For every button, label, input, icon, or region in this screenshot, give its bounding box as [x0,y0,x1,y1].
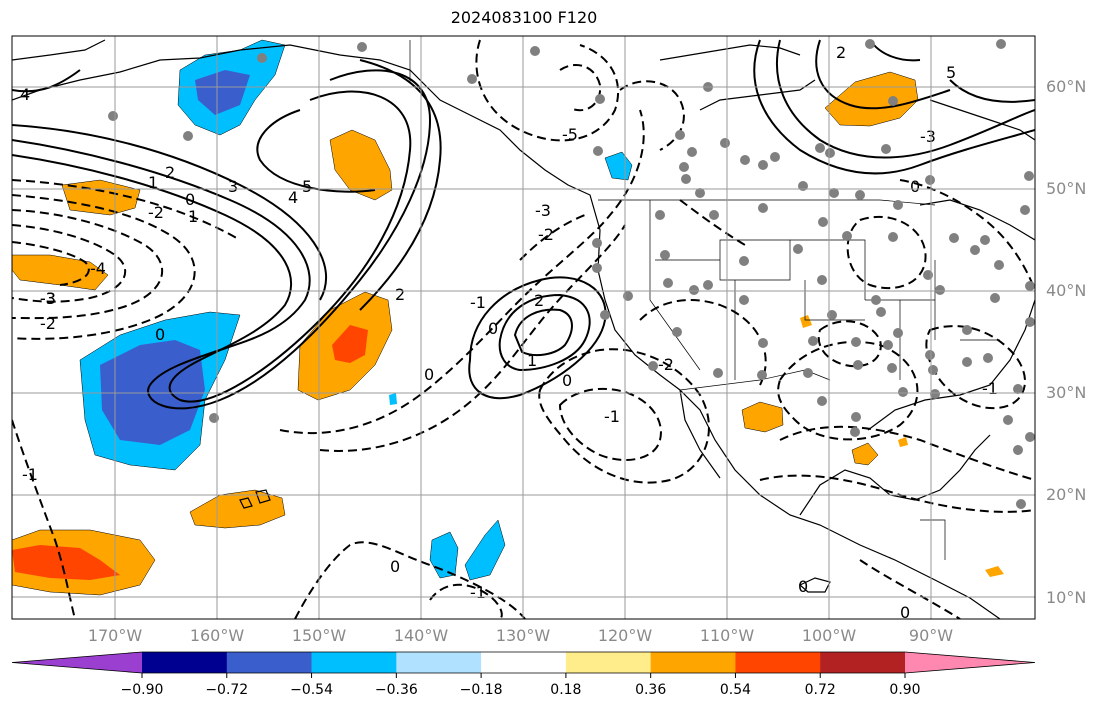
contour-label: -2 [148,203,164,222]
contour-label: 2 [534,291,544,310]
red-anomaly-northeast-pacific [332,325,368,363]
longitude-label: 110°W [699,626,755,645]
dashed-contours [12,39,1035,619]
orange-anomaly-small-3 [985,566,1004,577]
longitude-label: 170°W [87,626,143,645]
latitude-label: 60°N [1046,77,1087,96]
orange-anomaly-gulf-of-alaska [329,129,393,201]
colorbar-segment [735,652,821,673]
colorbar-ticks [141,673,906,678]
contour-label: 0 [910,177,920,196]
contour-label: 5 [946,63,956,82]
contour-label: 0 [424,365,434,384]
colorbar-segment [565,652,652,673]
contour-label: -3 [535,201,551,220]
colorbar-tick-label: −0.54 [290,682,333,698]
contour-label: 5 [302,177,312,196]
contour-label: 1 [148,173,158,192]
orange-anomaly-small-1 [800,315,812,328]
contour-label: 1 [527,351,537,370]
longitude-label: 160°W [189,626,245,645]
contour-label: -1 [470,583,486,602]
map-title: 2024083100 F120 [450,8,598,27]
colorbar-tick-label: 0.72 [804,682,836,698]
orange-anomaly-mexico [741,401,784,433]
contour-label: 0 [488,319,498,338]
contour-label: 2 [836,43,846,62]
colorbar-tick-label: 0.36 [635,682,667,698]
anomaly-shading [12,39,1004,596]
contour-label: 4 [20,85,30,104]
contour-label: -1 [22,465,38,484]
longitude-label: 100°W [801,626,857,645]
contour-label: 2 [165,163,175,182]
colorbar-tick-label: 0.90 [889,682,921,698]
colorbar-tick-label: 0.18 [550,682,582,698]
contour-label: -1 [470,293,486,312]
map-frame [11,35,1036,620]
contour-label: 3 [228,177,238,196]
contour-label: 0 [900,603,910,622]
colorbar-tick-label: −0.18 [459,682,503,698]
contour-label: -2 [40,314,56,333]
colorbar-segment [396,652,482,673]
orange-anomaly-gulf [851,442,879,466]
longitude-label: 150°W [291,626,347,645]
coastlines [12,39,1035,619]
longitude-label: 120°W [597,626,653,645]
longitude-label: 90°W [908,626,954,645]
latitude-label: 30°N [1046,383,1087,402]
longitude-label: 130°W [495,626,551,645]
contour-label: 1 [188,207,198,226]
longitude-label: 140°W [393,626,449,645]
blue-anomaly-aleutian-dark [195,70,250,115]
contour-label: -5 [562,125,578,144]
colorbar-segments [11,651,1036,674]
orange-anomaly-small-2 [898,437,908,447]
blue-anomaly-subtropical-2 [464,519,506,581]
colorbar-extend-max [905,652,1035,673]
colorbar-tick-label: −0.90 [120,682,164,698]
contour-label: -3 [40,289,56,308]
orange-anomaly-hawaii [189,489,286,529]
colorbar-segment [311,652,397,673]
colorbar-segment [142,652,228,673]
contour-label: -1 [604,407,620,426]
latitude-label: 10°N [1046,588,1087,607]
contour-label: 0 [798,577,808,596]
red-anomaly-southwest [12,545,120,580]
orange-anomaly-west-pacific-2 [12,254,109,291]
contour-label: 0 [155,325,165,344]
latitude-label: 50°N [1046,179,1087,198]
contour-label: 2 [395,285,405,304]
colorbar-segment [481,652,567,673]
solid-contours [12,39,1035,410]
gridlines [12,36,1035,619]
colorbar-tick-label: −0.36 [374,682,418,698]
colorbar-segment [226,652,313,673]
latitude-label: 20°N [1046,485,1087,504]
contour-label: -3 [40,289,56,308]
contour-label: -4 [90,259,106,278]
colorbar-tick-label: −0.72 [205,682,249,698]
latitude-label: 40°N [1046,281,1087,300]
contour-label: 0 [562,371,572,390]
contour-label: -1 [982,379,998,398]
colorbar-segment [650,652,736,673]
contour-label: 0 [185,190,195,209]
colorbar [11,651,1036,678]
contour-label: -3 [920,127,936,146]
contour-label: -2 [538,225,554,244]
colorbar-segment [820,652,906,673]
contour-label: 0 [390,557,400,576]
colorbar-tick-label: 0.54 [719,682,752,698]
blue-anomaly-small [389,393,397,405]
weather-map: 4 5 4 3 2 1 0 2 1 -2 -3 -4 -3 -2 0 2 1 0… [11,35,1036,622]
colorbar-extend-min [12,652,142,673]
contour-label: -2 [658,355,674,374]
contour-label: 4 [288,188,298,207]
